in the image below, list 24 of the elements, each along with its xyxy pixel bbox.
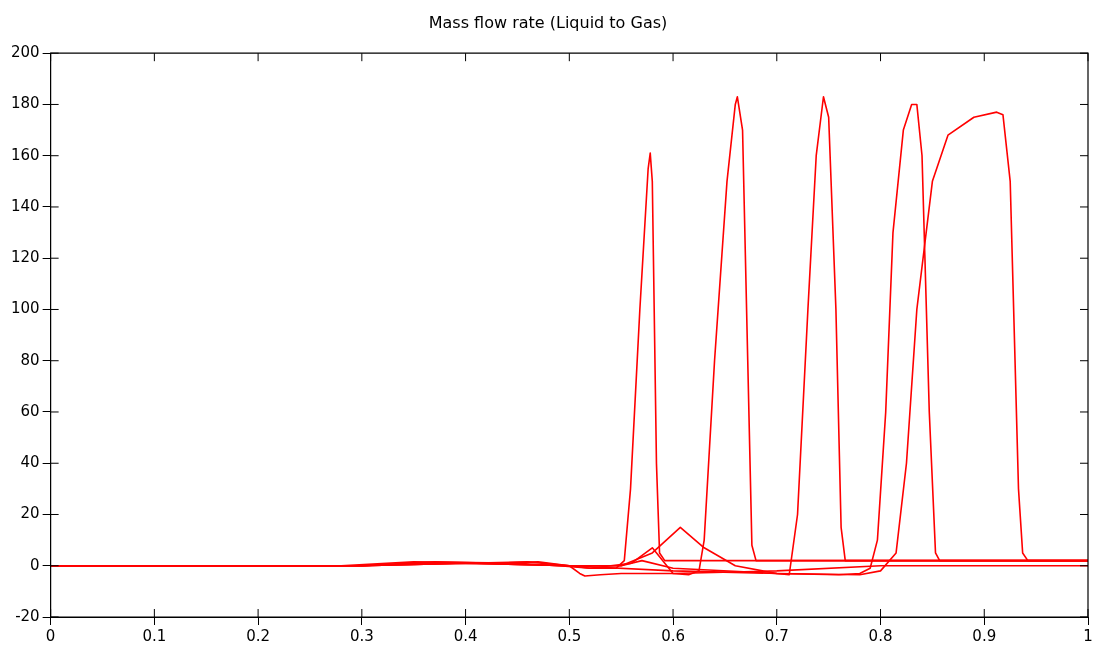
chart-title: Mass flow rate (Liquid to Gas) bbox=[428, 12, 668, 32]
y-tick-label: 40 bbox=[20, 453, 40, 472]
y-tick-label: 140 bbox=[10, 196, 40, 215]
x-tick-label: 0.9 bbox=[972, 626, 997, 645]
x-tick-label: 0.8 bbox=[868, 626, 893, 645]
x-tick-label: 0.4 bbox=[453, 626, 478, 645]
x-tick-label: 1 bbox=[1083, 626, 1093, 645]
y-tick-label: 200 bbox=[10, 43, 40, 62]
x-tick-label: 0.5 bbox=[557, 626, 582, 645]
y-tick-label: 120 bbox=[10, 248, 40, 267]
x-tick-label: 0.2 bbox=[246, 626, 271, 645]
y-tick-label: 60 bbox=[20, 401, 40, 420]
y-tick-label: 180 bbox=[10, 94, 40, 113]
x-tick-label: 0.6 bbox=[661, 626, 685, 645]
x-tick-label: 0.7 bbox=[764, 626, 789, 645]
y-tick-label: 80 bbox=[20, 350, 40, 369]
x-tick-label: 0.1 bbox=[142, 626, 167, 645]
y-tick-label: 160 bbox=[10, 145, 40, 164]
y-tick-label: -20 bbox=[15, 606, 40, 625]
y-tick-label: 100 bbox=[10, 299, 40, 318]
y-tick-label: 0 bbox=[30, 555, 40, 574]
x-tick-label: 0 bbox=[45, 626, 56, 645]
x-tick-label: 0.3 bbox=[349, 626, 374, 645]
y-tick-label: 20 bbox=[20, 504, 40, 523]
